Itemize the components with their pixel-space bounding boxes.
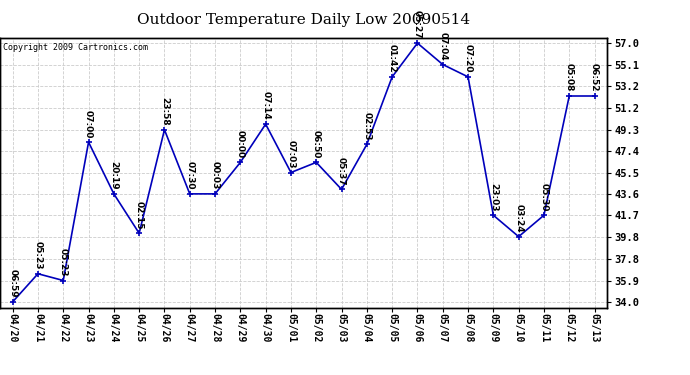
Text: 05:23: 05:23 (59, 248, 68, 276)
Text: 00:03: 00:03 (210, 162, 219, 190)
Text: 23:58: 23:58 (160, 97, 169, 126)
Text: 05:27: 05:27 (413, 10, 422, 39)
Text: 07:04: 07:04 (438, 32, 447, 60)
Text: Copyright 2009 Cartronics.com: Copyright 2009 Cartronics.com (3, 43, 148, 52)
Text: 07:30: 07:30 (185, 161, 195, 190)
Text: 06:59: 06:59 (8, 269, 17, 298)
Text: Outdoor Temperature Daily Low 20090514: Outdoor Temperature Daily Low 20090514 (137, 13, 470, 27)
Text: 06:50: 06:50 (312, 130, 321, 158)
Text: 01:42: 01:42 (388, 44, 397, 73)
Text: 07:00: 07:00 (84, 110, 93, 138)
Text: 05:23: 05:23 (33, 241, 43, 270)
Text: 00:00: 00:00 (236, 130, 245, 158)
Text: 07:03: 07:03 (286, 140, 295, 168)
Text: 03:24: 03:24 (514, 204, 523, 232)
Text: 23:03: 23:03 (489, 183, 498, 211)
Text: 02:15: 02:15 (135, 201, 144, 229)
Text: 07:20: 07:20 (464, 44, 473, 73)
Text: 20:19: 20:19 (109, 161, 119, 190)
Text: 05:08: 05:08 (564, 63, 574, 92)
Text: 05:30: 05:30 (540, 183, 549, 211)
Text: 02:53: 02:53 (362, 112, 371, 140)
Text: 07:14: 07:14 (261, 91, 270, 120)
Text: 06:52: 06:52 (590, 63, 599, 92)
Text: 05:37: 05:37 (337, 157, 346, 185)
